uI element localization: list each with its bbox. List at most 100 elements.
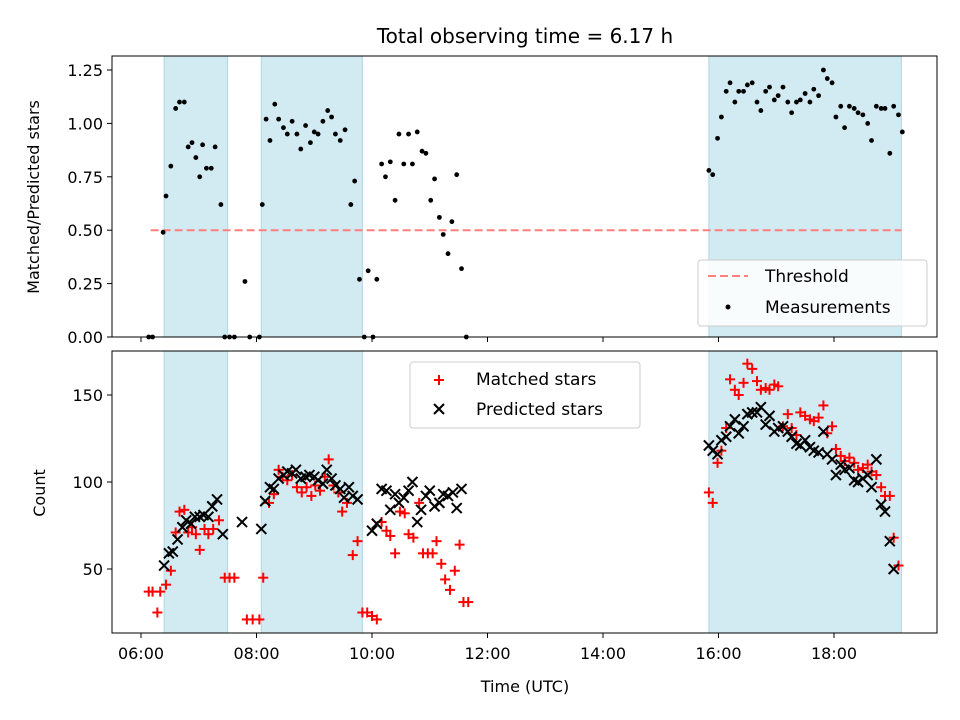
measurement-point <box>706 167 712 173</box>
predicted-star-marker <box>211 493 223 506</box>
measurement-point <box>797 97 803 103</box>
matched-star-marker <box>161 579 172 590</box>
measurement-point <box>887 150 893 156</box>
matched-star-marker <box>213 515 224 526</box>
predicted-star-marker <box>729 413 741 426</box>
matched-star-marker <box>301 482 312 493</box>
predicted-marker-b <box>290 464 302 476</box>
measurement-point <box>824 76 830 81</box>
predicted-marker-b <box>799 434 811 446</box>
matched-star-marker <box>427 548 438 559</box>
predicted-marker-b <box>351 493 364 506</box>
measurement-point <box>723 88 729 94</box>
predicted-marker-b <box>733 427 745 439</box>
measurement-point <box>352 178 358 184</box>
matched-star-marker <box>258 572 269 583</box>
measurement-point <box>284 131 290 137</box>
measurement-point <box>392 197 398 203</box>
matched-star-marker <box>155 586 166 597</box>
matched-star-marker <box>729 384 740 395</box>
predicted-marker-b <box>402 484 415 497</box>
measurement-point <box>342 127 348 133</box>
matched-star-marker <box>291 482 302 493</box>
measurement-point <box>763 88 769 94</box>
measurement-point <box>173 106 179 111</box>
measurement-point <box>838 103 844 109</box>
top-y-tick-label: 0.00 <box>67 328 103 347</box>
matched-star-marker <box>208 523 219 534</box>
predicted-marker-b <box>255 523 268 535</box>
measurement-point <box>873 103 879 109</box>
predicted-star-marker <box>875 498 887 511</box>
top-legend: Threshold Measurements <box>697 259 928 327</box>
measurement-point <box>208 165 214 171</box>
legend-measurement-marker <box>725 304 731 310</box>
measurement-point <box>428 197 434 203</box>
matched-star-marker <box>179 504 190 515</box>
matched-star-marker <box>296 487 307 498</box>
measurement-point <box>272 101 278 107</box>
predicted-star-marker <box>746 406 758 419</box>
measurement-point <box>440 232 446 237</box>
predicted-star-marker <box>290 464 302 476</box>
measurement-point <box>436 214 442 220</box>
predicted-star-marker <box>206 500 218 513</box>
matched-star-marker <box>725 374 736 385</box>
matched-star-marker <box>703 487 714 498</box>
measurement-point <box>242 279 248 284</box>
predicted-marker-b <box>380 484 393 497</box>
matched-star-marker <box>707 497 718 508</box>
matched-star-marker <box>813 412 824 423</box>
predicted-marker-b <box>197 509 210 521</box>
measurement-point <box>789 110 795 116</box>
predicted-marker-b <box>202 511 215 523</box>
predicted-star-marker <box>447 486 459 499</box>
predicted-marker-b <box>375 483 388 495</box>
predicted-marker-b <box>433 497 446 509</box>
predicted-marker-b <box>185 518 197 530</box>
predicted-star-marker <box>380 484 393 497</box>
predicted-star-marker <box>171 533 184 546</box>
predicted-marker-b <box>711 448 724 460</box>
measurement-points <box>146 67 905 340</box>
predicted-marker-b <box>450 502 463 514</box>
predicted-star-marker <box>268 483 280 495</box>
predicted-star-marker <box>724 420 736 433</box>
predicted-marker-b <box>865 481 878 493</box>
predicted-star-marker <box>406 476 419 488</box>
predicted-star-marker <box>185 518 197 530</box>
predicted-star-marker <box>884 535 896 547</box>
predicted-marker-b <box>281 465 294 478</box>
top-legend-box <box>697 259 928 327</box>
matched-star-marker <box>431 536 442 547</box>
predicted-marker-b <box>437 488 449 500</box>
predicted-marker-b <box>887 563 900 575</box>
predicted-marker-b <box>884 535 896 547</box>
bottom-x-axis-ticks: 06:00 08:00 10:00 12:00 14:00 16:00 18:00 <box>118 633 857 663</box>
predicted-marker-b <box>821 448 833 460</box>
predicted-star-marker <box>879 505 891 518</box>
predicted-marker-b <box>879 505 891 518</box>
predicted-marker-b <box>455 483 468 495</box>
top-y-axis-label: Matched/Predicted stars <box>24 100 43 294</box>
predicted-star-marker <box>255 523 268 535</box>
top-plot-frame <box>111 55 938 338</box>
matched-star-marker <box>449 565 460 576</box>
matched-star-marker <box>371 614 382 625</box>
predicted-star-marker <box>402 484 415 497</box>
measurement-point <box>821 67 826 73</box>
predicted-star-marker <box>830 469 842 481</box>
matched-star-marker <box>853 464 864 475</box>
measurement-point <box>379 161 385 167</box>
bottom-plot-frame <box>111 350 938 634</box>
matched-star-marker <box>337 506 348 517</box>
matched-star-marker <box>394 506 405 517</box>
measurement-point <box>727 80 733 86</box>
matched-star-marker <box>323 454 334 465</box>
predicted-marker-b <box>217 528 229 540</box>
measurement-point <box>851 106 857 111</box>
matched-star-marker <box>773 381 784 392</box>
measurement-point <box>185 144 191 150</box>
matched-star-marker <box>254 614 265 625</box>
predicted-star-marker <box>843 462 856 474</box>
